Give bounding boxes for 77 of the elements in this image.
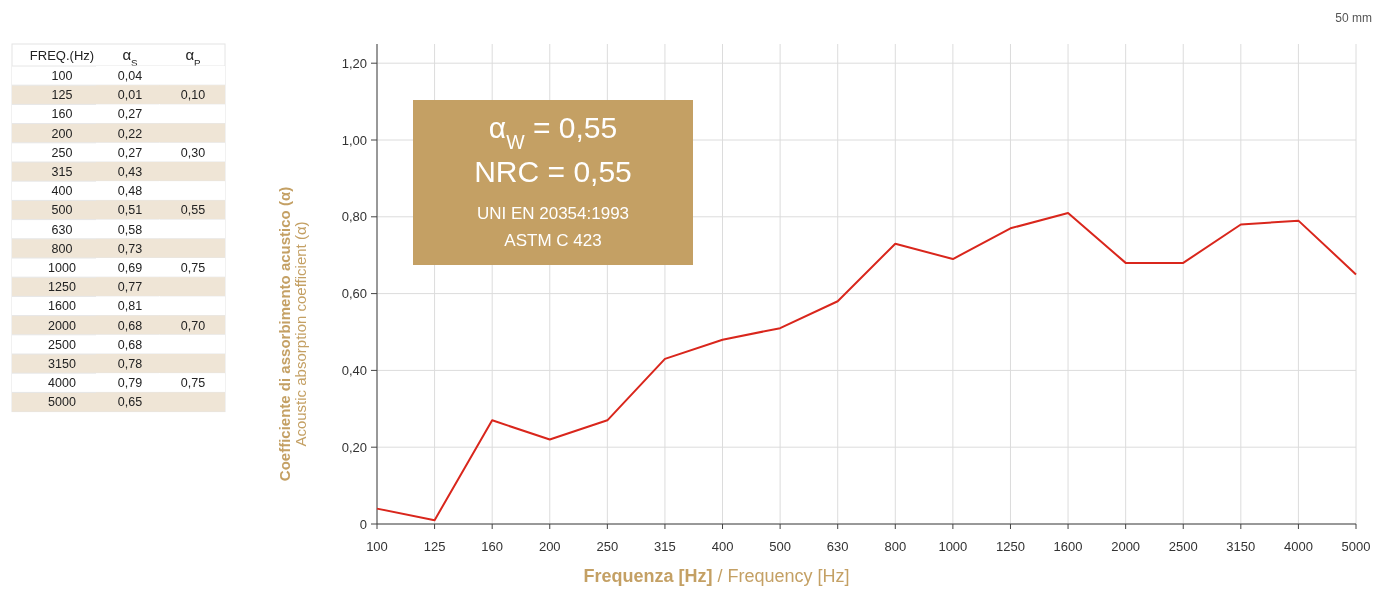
category-label: 800: [51, 241, 73, 256]
y-tick-label: 0,80: [341, 209, 367, 225]
text: 50 mm: [1335, 11, 1372, 25]
x-tick-label: 5000: [1341, 539, 1371, 554]
data-label: 0,04: [117, 69, 143, 83]
data-label: 0,68: [117, 318, 143, 333]
series-label: α$_{S}$: [122, 46, 139, 68]
x-tick-label: 1000: [938, 539, 968, 554]
data-label: 0,65: [117, 395, 143, 410]
x-tick-label: 500: [769, 539, 791, 554]
y-axis-title: Coefficiente di assorbimento acustico (α) Acoustic absorption coefficient (α): [276, 186, 309, 482]
x-tick-label: 4000: [1283, 539, 1313, 554]
x-tick-label: 2000: [1111, 539, 1141, 554]
category-label: 400: [51, 184, 73, 199]
data-label: 0,70: [180, 318, 206, 333]
category-label: 250: [51, 145, 73, 160]
data-label: 0,01: [117, 88, 143, 103]
data-label: 0,75: [180, 261, 206, 275]
category-label: 630: [51, 222, 73, 237]
data-label: 0,43: [117, 165, 143, 179]
data-label: 0,78: [117, 357, 143, 371]
category-label: 3150: [48, 357, 76, 371]
text: FREQ.(Hz): [29, 48, 95, 63]
x-tick-label: 400: [711, 539, 734, 554]
y-tick-label: 0,40: [341, 362, 367, 378]
category-label: 160: [51, 107, 73, 122]
annotation: α$_{W}$ = 0,55: [488, 111, 618, 153]
x-tick-label: 1250: [996, 539, 1025, 554]
annotation: UNI EN 20354:1993: [476, 204, 630, 223]
y-tick-label: 0,20: [341, 439, 367, 455]
category-label: 2000: [48, 318, 76, 333]
x-tick-label: 1600: [1053, 539, 1083, 554]
data-label: 0,30: [180, 145, 206, 160]
x-tick-label: 100: [366, 539, 388, 554]
category-label: 315: [51, 165, 73, 179]
data-label: 0,68: [117, 337, 143, 352]
data-label: 0,77: [117, 280, 143, 295]
annotation: ASTM C 423: [504, 231, 602, 250]
data-label: 0,55: [180, 203, 206, 218]
x-tick-label: 800: [884, 539, 907, 554]
y-tick-label: 0,60: [341, 286, 367, 302]
data-label: 0,73: [117, 241, 143, 256]
x-tick-label: 125: [423, 539, 446, 554]
x-tick-label: 2500: [1168, 539, 1198, 554]
category-label: 1000: [48, 261, 76, 275]
category-label: 4000: [48, 376, 76, 391]
y-tick-label: 1,20: [341, 55, 367, 71]
data-label: 0,27: [117, 145, 143, 160]
x-tick-label: 315: [654, 539, 676, 554]
x-tick-label: 200: [538, 539, 561, 554]
x-axis-title: Frequenza [Hz] / Frequency [Hz]: [583, 566, 850, 586]
data-label: 0,69: [117, 261, 143, 275]
series-label: α$_{P}$: [185, 46, 201, 68]
category-label: 125: [51, 88, 73, 103]
y-tick-label: 1,00: [341, 132, 367, 148]
category-label: 1600: [48, 299, 76, 314]
x-tick-label: 630: [826, 539, 849, 554]
data-label: 0,51: [117, 203, 143, 218]
data-label: 0,58: [117, 222, 143, 237]
category-label: 100: [51, 69, 73, 83]
data-label: 0,75: [180, 376, 206, 391]
y-tick-label: 0: [359, 516, 367, 532]
data-label: 0,48: [117, 184, 143, 199]
data-label: 0,22: [117, 126, 143, 141]
data-label: 0,79: [117, 376, 143, 391]
category-label: 5000: [48, 395, 76, 410]
category-label: 200: [51, 126, 73, 141]
category-label: 1250: [48, 280, 76, 295]
annotation: NRC = 0,55: [474, 155, 632, 188]
x-tick-label: 3150: [1226, 539, 1256, 554]
category-label: 2500: [48, 337, 76, 352]
category-label: 500: [51, 203, 73, 218]
data-label: 0,10: [180, 88, 206, 103]
data-label: 0,27: [117, 107, 143, 122]
data-label: 0,81: [117, 299, 143, 314]
x-tick-label: 160: [481, 539, 504, 554]
x-tick-label: 250: [596, 539, 619, 554]
